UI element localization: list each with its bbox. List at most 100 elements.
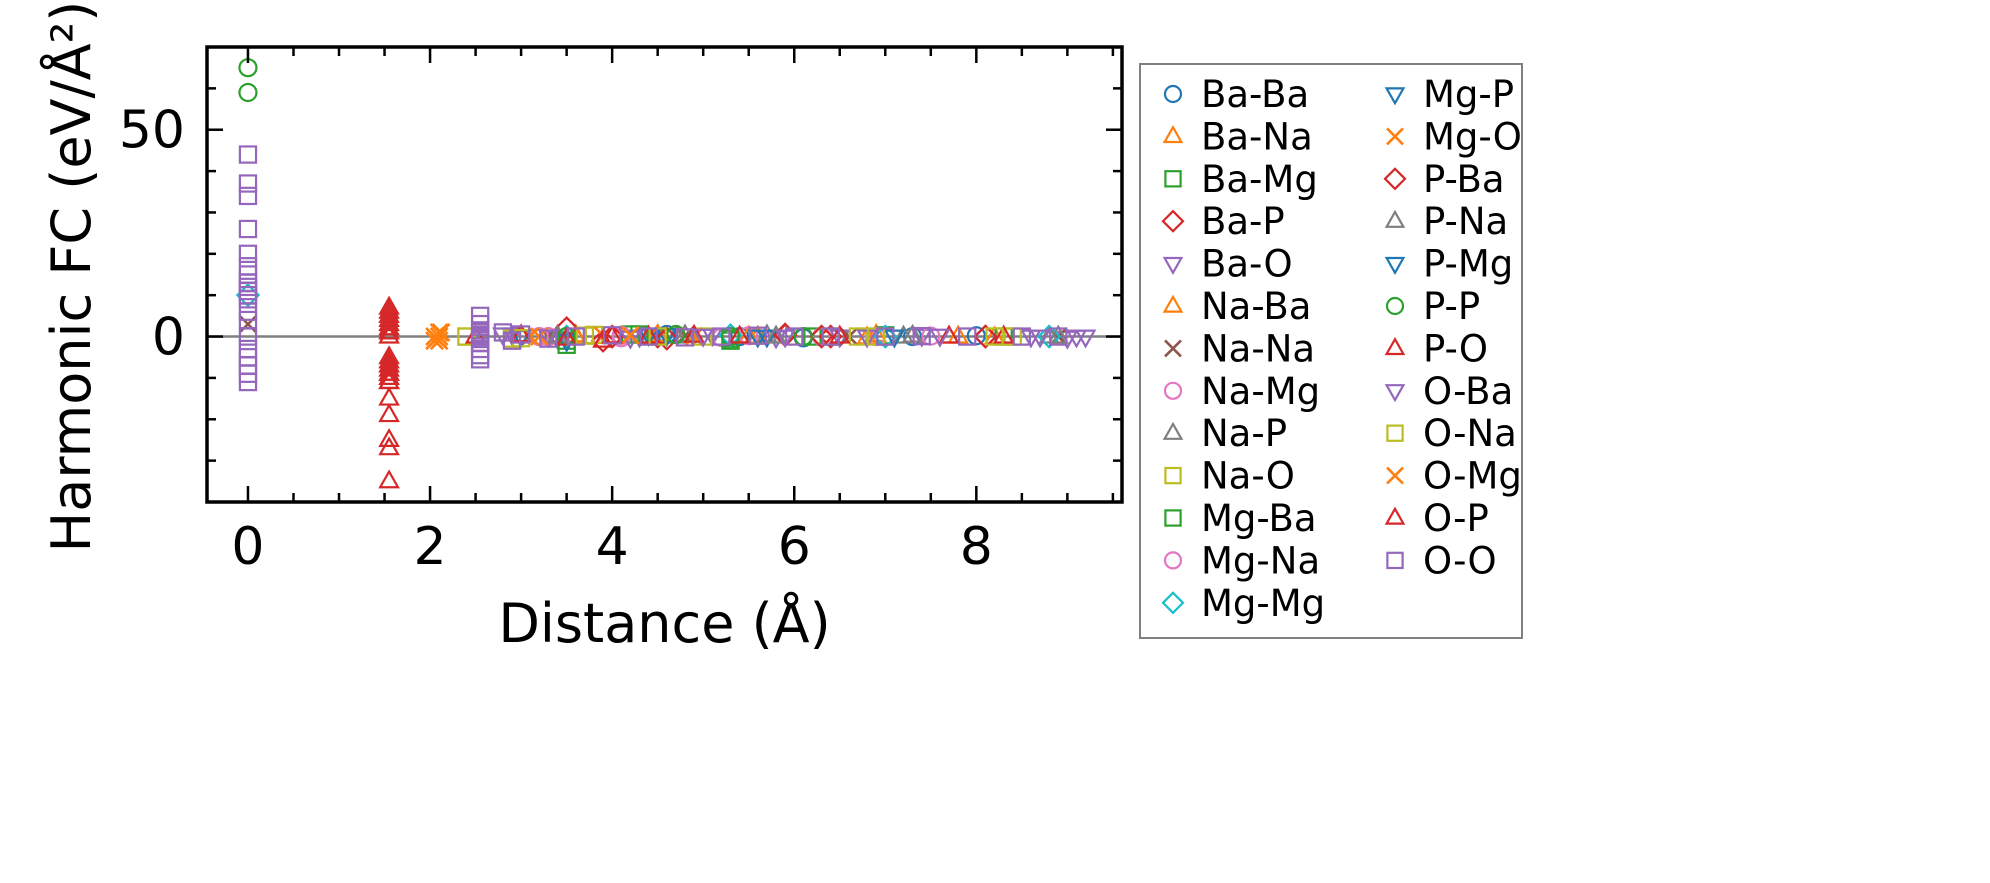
legend-marker xyxy=(1163,551,1183,570)
data-point xyxy=(378,403,400,423)
data-point xyxy=(654,326,679,351)
data-point xyxy=(429,327,449,346)
data-point xyxy=(675,328,695,347)
legend-label: O-P xyxy=(1423,497,1489,540)
legend-marker xyxy=(1161,209,1185,233)
data-point xyxy=(785,327,804,346)
data-point xyxy=(692,328,715,348)
data-point xyxy=(1036,324,1062,349)
data-point xyxy=(238,244,258,263)
y-tick-label: 50 xyxy=(119,101,185,161)
legend-marker xyxy=(1161,591,1185,615)
legend-label: O-Ba xyxy=(1423,370,1513,413)
data-point xyxy=(238,219,258,239)
data-point xyxy=(429,322,449,342)
data-point xyxy=(238,82,258,103)
data-point xyxy=(985,327,1004,346)
data-point xyxy=(910,328,933,348)
data-point xyxy=(938,324,960,344)
legend-label: Ba-O xyxy=(1201,243,1293,286)
data-point xyxy=(378,365,400,385)
legend-marker xyxy=(1386,551,1404,570)
data-point xyxy=(566,327,585,346)
data-point xyxy=(511,325,531,344)
legend-marker xyxy=(1162,256,1184,276)
data-point xyxy=(639,327,658,346)
legend-marker xyxy=(1385,296,1405,316)
series-o-p xyxy=(378,295,751,390)
data-point xyxy=(539,329,558,348)
data-point xyxy=(378,357,400,377)
legend-label: Mg-Na xyxy=(1201,539,1320,582)
legend-marker xyxy=(1384,209,1406,228)
series-o-ba xyxy=(492,327,1088,350)
legend-label: Na-Na xyxy=(1201,327,1315,370)
data-point xyxy=(238,314,258,334)
data-point xyxy=(1065,329,1088,349)
data-point xyxy=(457,327,476,346)
legend-marker xyxy=(1384,336,1406,356)
legend-label: Na-Mg xyxy=(1201,370,1320,413)
data-point xyxy=(378,324,400,344)
legend-label: O-O xyxy=(1423,539,1497,582)
data-point xyxy=(602,326,622,345)
x-tick-label: 8 xyxy=(960,517,993,577)
data-point xyxy=(748,326,767,345)
data-point xyxy=(238,186,258,206)
data-point xyxy=(592,328,614,348)
legend-label: O-Mg xyxy=(1423,455,1522,498)
data-point xyxy=(1049,327,1068,346)
axis-ticks: 0 2 4 6 8 0 50 xyxy=(119,47,1122,577)
legend-marker xyxy=(1384,87,1406,106)
legend-label: Ba-P xyxy=(1201,200,1285,243)
data-point xyxy=(238,372,258,392)
data-point xyxy=(238,290,258,309)
legend-label: Mg-P xyxy=(1423,73,1514,116)
legend-marker xyxy=(1164,509,1182,527)
legend-label: Ba-Na xyxy=(1201,115,1313,158)
data-point xyxy=(492,327,514,347)
data-point xyxy=(1029,329,1051,349)
legend-marker xyxy=(1164,170,1182,188)
data-point xyxy=(809,324,834,349)
data-point xyxy=(378,361,400,381)
data-point xyxy=(378,316,400,336)
data-point xyxy=(378,436,400,456)
data-point xyxy=(929,328,951,348)
x-axis-label: Distance (Å) xyxy=(498,591,830,655)
data-point xyxy=(1047,324,1070,344)
y-tick-label: 0 xyxy=(152,308,185,368)
legend-label: Mg-Ba xyxy=(1201,497,1317,540)
data-point xyxy=(238,174,258,193)
data-point xyxy=(848,327,868,346)
legend: Ba-BaBa-NaBa-MgBa-PBa-ONa-BaNa-NaNa-MgNa… xyxy=(1139,63,1523,639)
legend-label: Na-O xyxy=(1201,455,1295,498)
data-point xyxy=(620,325,640,345)
data-point xyxy=(378,320,400,340)
data-point xyxy=(470,327,490,346)
legend-marker xyxy=(1383,167,1407,191)
x-tick-label: 4 xyxy=(596,517,629,577)
legend-label: Mg-O xyxy=(1423,115,1522,158)
legend-label: Ba-Mg xyxy=(1201,158,1318,201)
legend-marker xyxy=(1162,124,1184,144)
legend-label: P-Na xyxy=(1423,200,1508,243)
legend-frame xyxy=(1139,63,1523,639)
data-point xyxy=(470,350,490,369)
data-point xyxy=(912,326,931,346)
legend-marker xyxy=(1163,84,1183,104)
data-point xyxy=(712,327,731,346)
legend-marker xyxy=(1164,339,1182,358)
data-point xyxy=(378,312,400,332)
data-point xyxy=(958,327,977,346)
x-tick-label: 6 xyxy=(778,517,811,577)
legend-label: P-Ba xyxy=(1423,158,1505,201)
data-point xyxy=(238,145,258,164)
plot-area: 0 2 4 6 8 0 50 xyxy=(119,45,1124,577)
legend-label: O-Na xyxy=(1423,412,1517,455)
legend-marker xyxy=(1386,466,1404,485)
data-point xyxy=(876,327,895,346)
legend-label: P-O xyxy=(1423,327,1488,370)
